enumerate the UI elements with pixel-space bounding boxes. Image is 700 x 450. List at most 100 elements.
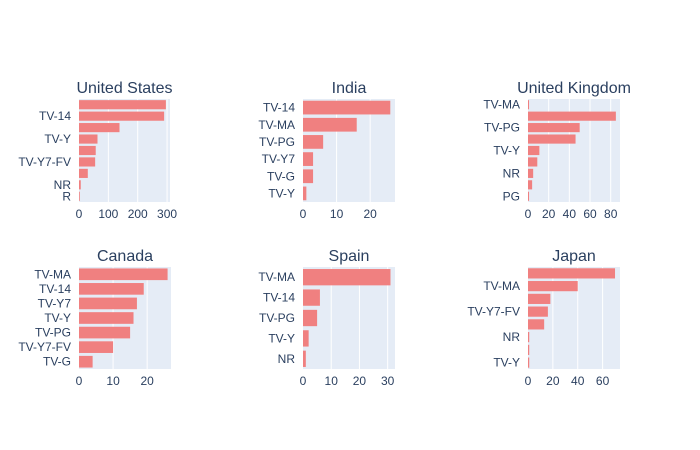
x-tick-label: 40 [571,374,585,388]
y-tick-label: TV-Y7-FV [467,305,520,319]
bar [79,312,134,324]
x-tick-label: 20 [353,374,367,388]
y-tick-label: TV-14 [263,101,295,115]
y-tick-label: TV-PG [484,121,520,135]
y-tick-label: TV-Y [44,132,71,146]
x-tick-label: 0 [76,207,83,221]
y-tick-label: TV-MA [258,118,295,132]
bar [303,186,307,201]
y-tick-label: TV-PG [259,135,295,149]
y-tick-label: TV-PG [35,326,71,340]
y-tick-label: TV-Y [493,356,520,370]
y-tick-label: TV-MA [483,279,520,293]
bar [79,326,131,339]
x-tick-label: 10 [325,374,339,388]
x-tick-label: 0 [525,374,532,388]
y-tick-label: TV-MA [258,270,295,284]
x-tick-label: 40 [563,207,577,221]
y-tick-label: TV-Y [493,144,520,158]
panel-0: 0 100 200 300 RNR TV-Y7-FV TV-Y TV-14 United Sta… [18,80,177,221]
bar [79,180,81,190]
panel-1: 0 10 20 TV-Y TV-G TV-Y7 TV-PG TV-MA TV-14 India [258,80,395,221]
bar [303,100,391,115]
y-tick-label: TV-Y7 [38,296,72,310]
y-tick-label: TV-14 [263,291,295,305]
bar [528,157,538,167]
x-tick-label: 20 [542,207,556,221]
bar [528,180,533,190]
y-tick-label: TV-Y [268,331,295,345]
bar [79,100,166,110]
panel-5: 0 20 40 60 TV-Y NR TV-Y7-FV TV-MA Japan [467,248,620,388]
y-tick-label: NR [54,178,72,192]
y-tick-label: TV-Y [44,311,71,325]
bar [79,341,114,353]
y-tick-label: R [62,189,71,203]
bar [79,123,120,133]
x-tick-label: 20 [140,374,154,388]
bar [303,309,318,327]
bar [303,289,320,306]
x-tick-label: 10 [330,207,344,221]
bar [303,117,357,132]
bar [79,355,93,368]
panel-title: India [332,80,367,97]
y-tick-label: TV-Y7-FV [18,340,71,354]
bar [303,350,306,367]
bar [79,157,96,167]
bar [79,111,165,121]
y-tick-label: TV-MA [483,98,520,112]
x-tick-label: 100 [98,207,118,221]
x-tick-label: 20 [363,207,377,221]
x-tick-label: 60 [583,207,597,221]
bar [303,135,324,149]
x-tick-label: 0 [300,374,307,388]
y-tick-label: NR [503,330,521,344]
panel-3: 0 10 20 TV-GTV-Y7-FVTV-PGTV-YTV-Y7TV-14TV-M… [18,248,171,388]
y-tick-label: TV-Y7 [262,152,296,166]
y-tick-label: TV-Y7-FV [18,155,71,169]
bar [303,269,391,286]
bar [303,152,314,166]
y-tick-label: PG [503,189,520,203]
y-tick-label: TV-G [267,169,295,183]
bar [528,281,578,292]
x-tick-label: 30 [381,374,395,388]
panel-title: Canada [97,248,153,265]
bar [528,319,545,330]
bar [528,145,540,156]
bar [79,145,96,156]
bar [79,283,144,295]
x-tick-label: 20 [546,374,560,388]
x-tick-label: 10 [106,374,120,388]
bar [79,268,168,281]
bar [303,330,309,347]
bar [79,134,98,144]
bar [528,306,548,317]
bar [528,134,576,144]
y-tick-label: TV-Y [268,186,295,200]
panel-title: United Kingdom [517,80,631,97]
y-tick-label: TV-PG [259,311,295,325]
bar [528,111,616,121]
plot-background [303,99,395,202]
y-tick-label: TV-G [43,355,71,369]
bar [528,168,534,178]
bar [79,191,80,201]
bar [528,268,616,279]
bar [528,123,580,133]
y-tick-label: TV-14 [39,282,71,296]
bar [303,169,314,184]
x-tick-label: 80 [604,207,618,221]
y-tick-label: TV-MA [34,267,71,281]
bar [528,293,551,304]
bar [528,191,530,201]
panel-4: 0 10 20 30 NR TV-Y TV-PG TV-14 TV-MA Spain [258,248,395,388]
bar [528,100,530,110]
panel-title: United States [76,80,172,97]
x-tick-label: 200 [128,207,148,221]
bar [79,168,88,178]
